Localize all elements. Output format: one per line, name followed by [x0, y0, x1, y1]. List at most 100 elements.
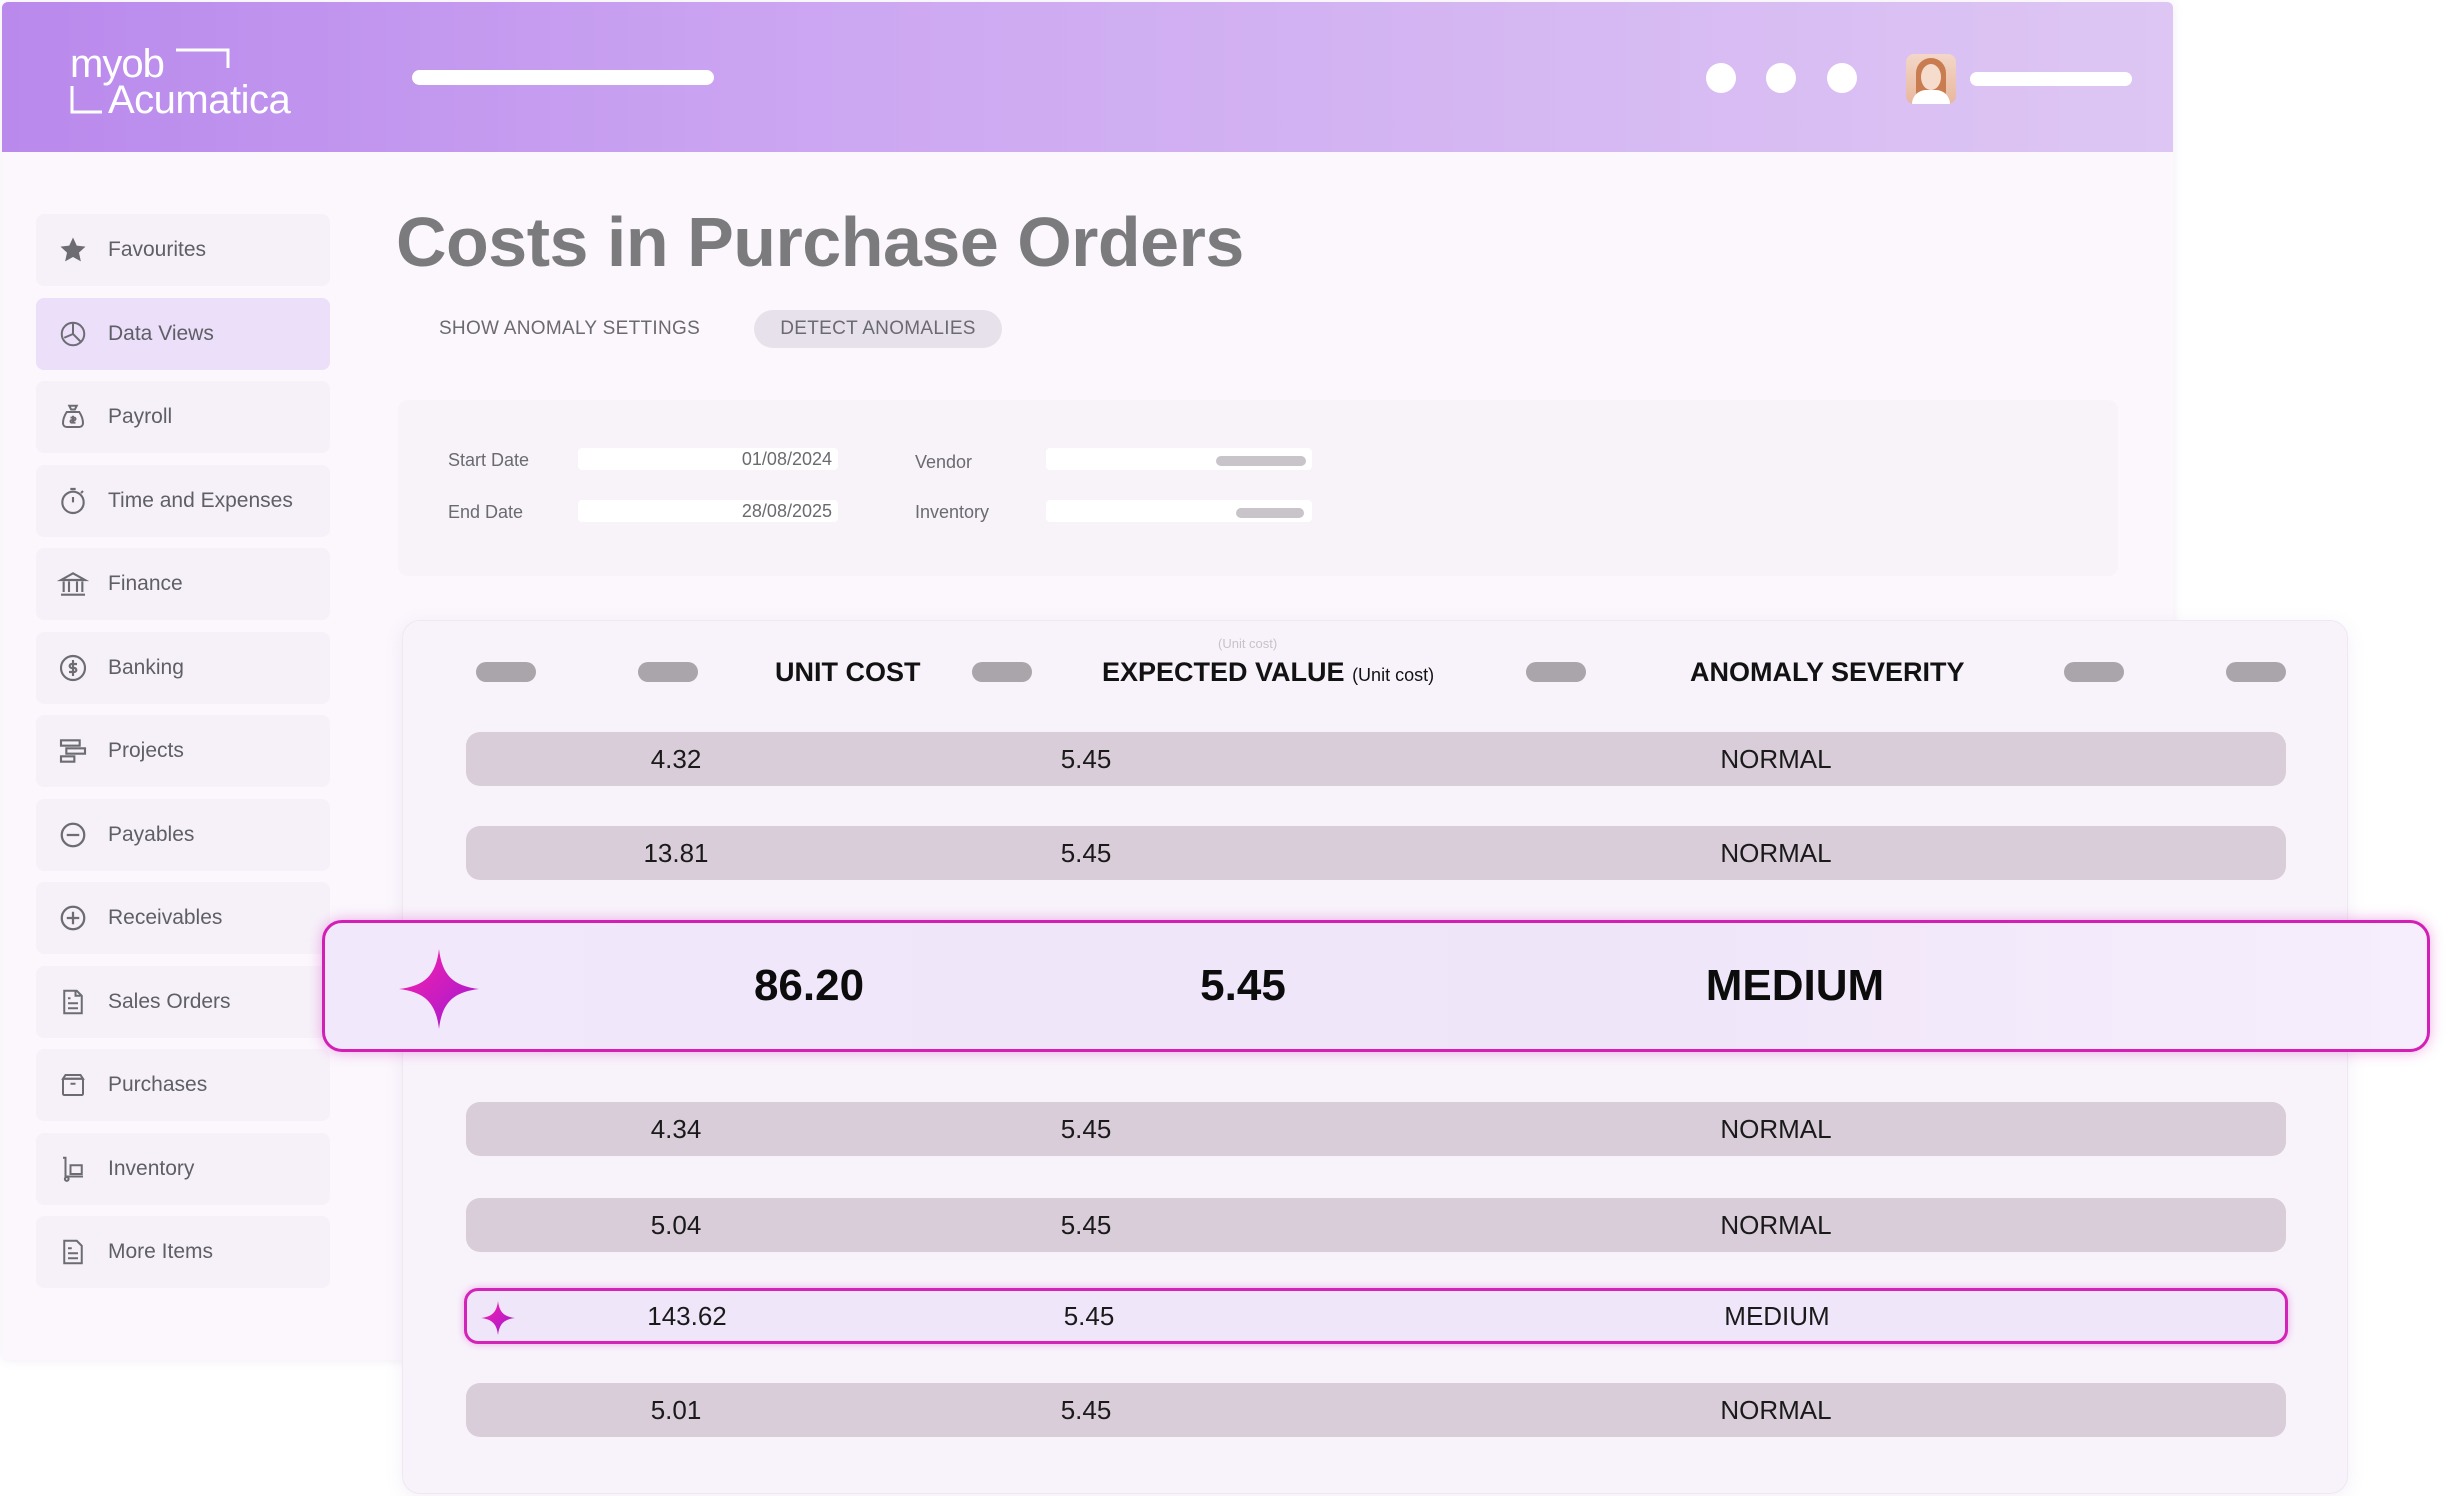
unit-cost-cell: 4.34 — [546, 1102, 806, 1156]
sidebar-item-data-views[interactable]: Data Views — [36, 298, 330, 370]
sidebar-item-label: Finance — [108, 572, 183, 596]
column-header-expected-value[interactable]: EXPECTED VALUE (Unit cost) — [1102, 657, 1434, 688]
start-date-label: Start Date — [448, 450, 529, 471]
sidebar-item-favourites[interactable]: Favourites — [36, 214, 330, 286]
unit-cost-cell: 5.04 — [546, 1198, 806, 1252]
unit-cost-cell: 4.32 — [546, 732, 806, 786]
sidebar-item-purchases[interactable]: Purchases — [36, 1049, 330, 1121]
column-header-unit-cost[interactable]: UNIT COST — [775, 657, 921, 688]
column-header-placeholder — [1526, 662, 1586, 682]
expected-value-cell: 5.45 — [1006, 1383, 1166, 1437]
plus-circle-icon — [56, 901, 90, 935]
document-icon — [56, 1235, 90, 1269]
unit-cost-cell: 5.01 — [546, 1383, 806, 1437]
table-row[interactable]: 4.32 5.45 NORMAL — [466, 732, 2286, 786]
table-row[interactable]: 5.04 5.45 NORMAL — [466, 1198, 2286, 1252]
sidebar-item-label: Projects — [108, 739, 184, 763]
column-header-anomaly-severity[interactable]: ANOMALY SEVERITY — [1690, 657, 1965, 688]
column-header-placeholder — [476, 662, 536, 682]
top-bar: myob Acumatica — [2, 2, 2173, 152]
sidebar-item-label: Payables — [108, 823, 194, 847]
page-title: Costs in Purchase Orders — [396, 202, 1244, 282]
severity-cell: MEDIUM — [1645, 923, 1945, 1049]
expected-value-cell: 5.45 — [1006, 732, 1166, 786]
stopwatch-icon — [56, 484, 90, 518]
severity-cell: NORMAL — [1666, 1102, 1886, 1156]
expected-value-cell: 5.45 — [1006, 826, 1166, 880]
user-avatar[interactable] — [1906, 54, 1956, 104]
filter-panel: Start Date 01/08/2024 End Date 28/08/202… — [398, 400, 2118, 576]
header-action-dot-1[interactable] — [1706, 63, 1736, 93]
severity-cell: NORMAL — [1666, 826, 1886, 880]
inventory-label: Inventory — [915, 502, 989, 523]
vendor-value-placeholder — [1216, 456, 1306, 466]
star-icon — [56, 233, 90, 267]
column-header-tiny-note: (Unit cost) — [1218, 636, 1277, 651]
expected-value-unit-note: (Unit cost) — [1352, 665, 1434, 685]
show-anomaly-settings-button[interactable]: SHOW ANOMALY SETTINGS — [412, 310, 727, 348]
sidebar-item-label: Banking — [108, 656, 184, 680]
expected-value-cell: 5.45 — [1163, 923, 1323, 1049]
box-icon — [56, 1068, 90, 1102]
inventory-value-placeholder — [1236, 508, 1304, 518]
sidebar-item-banking[interactable]: Banking — [36, 632, 330, 704]
sidebar-item-label: Inventory — [108, 1157, 194, 1181]
unit-cost-cell: 143.62 — [557, 1291, 817, 1341]
sidebar-item-projects[interactable]: Projects — [36, 715, 330, 787]
sidebar-item-finance[interactable]: Finance — [36, 548, 330, 620]
sidebar-item-inventory[interactable]: Inventory — [36, 1133, 330, 1205]
unit-cost-cell: 13.81 — [546, 826, 806, 880]
end-date-label: End Date — [448, 502, 523, 523]
sidebar-item-label: Sales Orders — [108, 990, 231, 1014]
column-header-placeholder — [2064, 662, 2124, 682]
sidebar-item-label: Receivables — [108, 906, 222, 930]
sidebar-item-payables[interactable]: Payables — [36, 799, 330, 871]
dollar-circle-icon — [56, 651, 90, 685]
expected-value-cell: 5.45 — [1006, 1102, 1166, 1156]
header-action-dot-2[interactable] — [1766, 63, 1796, 93]
sidebar-item-label: Time and Expenses — [108, 489, 293, 513]
sidebar-item-label: Data Views — [108, 322, 214, 346]
search-placeholder-bar[interactable] — [412, 70, 714, 85]
header-action-dot-3[interactable] — [1827, 63, 1857, 93]
column-header-placeholder — [2226, 662, 2286, 682]
ai-sparkle-icon — [481, 1301, 515, 1335]
minus-circle-icon — [56, 818, 90, 852]
severity-cell: NORMAL — [1666, 1198, 1886, 1252]
table-row[interactable]: 13.81 5.45 NORMAL — [466, 826, 2286, 880]
table-row[interactable]: 4.34 5.45 NORMAL — [466, 1102, 2286, 1156]
detect-anomalies-button[interactable]: DETECT ANOMALIES — [754, 310, 1002, 348]
unit-cost-cell: 86.20 — [709, 923, 909, 1049]
column-header-placeholder — [638, 662, 698, 682]
expected-value-cell: 5.45 — [1009, 1291, 1169, 1341]
severity-cell: NORMAL — [1666, 1383, 1886, 1437]
sidebar-item-label: Purchases — [108, 1073, 207, 1097]
sidebar-item-label: Payroll — [108, 405, 172, 429]
expected-value-title: EXPECTED VALUE — [1102, 657, 1345, 687]
highlighted-anomaly-row[interactable]: 86.20 5.45 MEDIUM — [322, 920, 2430, 1052]
end-date-field[interactable]: 28/08/2025 — [578, 500, 838, 522]
table-row[interactable]: 5.01 5.45 NORMAL — [466, 1383, 2286, 1437]
gantt-icon — [56, 734, 90, 768]
column-header-placeholder — [972, 662, 1032, 682]
pie-chart-icon — [56, 317, 90, 351]
start-date-field[interactable]: 01/08/2024 — [578, 448, 838, 470]
dolly-icon — [56, 1152, 90, 1186]
money-bag-icon — [56, 400, 90, 434]
expected-value-cell: 5.45 — [1006, 1198, 1166, 1252]
brand-logo[interactable]: myob Acumatica — [68, 42, 308, 122]
sidebar-item-time-and-expenses[interactable]: Time and Expenses — [36, 465, 330, 537]
severity-cell: NORMAL — [1666, 732, 1886, 786]
severity-cell: MEDIUM — [1667, 1291, 1887, 1341]
bank-icon — [56, 567, 90, 601]
ai-sparkle-icon — [399, 949, 479, 1029]
flagged-table-row[interactable]: 143.62 5.45 MEDIUM — [464, 1288, 2288, 1344]
sidebar-item-label: More Items — [108, 1240, 213, 1264]
brand-line2: Acumatica — [108, 78, 290, 123]
sidebar-item-payroll[interactable]: Payroll — [36, 381, 330, 453]
vendor-label: Vendor — [915, 452, 972, 473]
sidebar-item-receivables[interactable]: Receivables — [36, 882, 330, 954]
sidebar-item-sales-orders[interactable]: Sales Orders — [36, 966, 330, 1038]
sidebar-item-more-items[interactable]: More Items — [36, 1216, 330, 1288]
user-name-placeholder[interactable] — [1970, 72, 2132, 86]
